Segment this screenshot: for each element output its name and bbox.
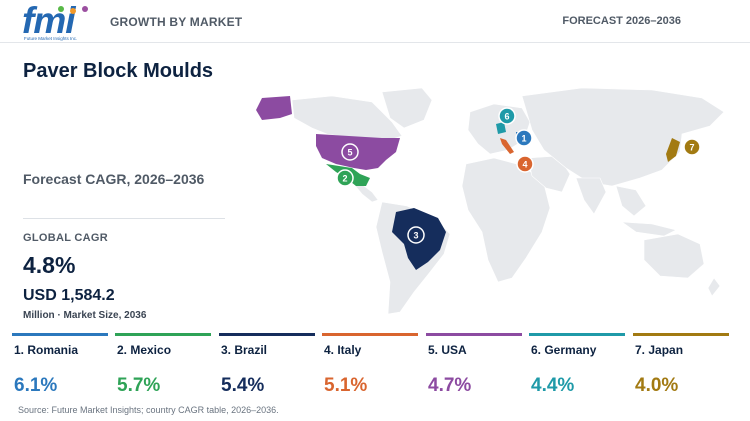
land-greenland [381,87,433,129]
country-card-usa[interactable]: 5. USA 4.7% [426,333,522,401]
land-india [575,177,607,215]
country-cagr: 6.1% [14,375,58,396]
country-name: 4. Italy [324,343,362,357]
country-card-romania[interactable]: 1. Romania 6.1% [12,333,108,401]
country-name: 7. Japan [635,343,684,357]
marker-italy[interactable]: 4 [516,155,534,173]
country-accent-bar [322,333,418,336]
country-accent-bar [219,333,315,336]
marker-mexico[interactable]: 2 [336,169,354,187]
source-note: Source: Future Market Insights; country … [18,405,279,415]
marker-germany[interactable]: 6 [498,107,516,125]
country-card-italy[interactable]: 4. Italy 5.1% [322,333,418,401]
country-card-brazil[interactable]: 3. Brazil 5.4% [219,333,315,401]
country-shape-italy [500,138,514,154]
land-southeast-asia [615,185,647,217]
country-cagr: 5.7% [117,375,161,396]
logo-dot-orange [70,8,76,14]
country-cagr: 4.4% [531,375,575,396]
country-shape-alaska [256,96,292,120]
marker-brazil[interactable]: 3 [407,226,425,244]
market-size-caption: Million · Market Size, 2036 [23,310,147,321]
svg-text:1: 1 [521,134,526,144]
land-new-zealand [707,277,721,297]
country-name: 1. Romania [14,343,79,357]
market-size-value: USD 1,584.2 [23,287,115,304]
country-cagr-strip: 1. Romania 6.1% 2. Mexico 5.7% 3. Brazil… [12,333,738,401]
world-map: 1 2 3 4 5 6 7 [256,87,725,315]
marker-romania[interactable]: 1 [515,129,533,147]
svg-text:4: 4 [522,160,527,170]
country-card-mexico[interactable]: 2. Mexico 5.7% [115,333,211,401]
marker-japan[interactable]: 7 [683,138,701,156]
country-accent-bar [115,333,211,336]
header-section-label: GROWTH BY MARKET [110,15,243,29]
country-shape-germany [496,122,506,134]
country-card-japan[interactable]: 7. Japan 4.0% [633,333,729,401]
country-name: 6. Germany [531,343,597,357]
land-asia [521,87,725,187]
global-cagr-value: 4.8% [23,252,76,278]
country-cagr: 5.1% [324,375,368,396]
country-name: 5. USA [428,343,467,357]
land-indonesia [620,221,677,237]
country-card-germany[interactable]: 6. Germany 4.4% [529,333,625,401]
fmi-logo[interactable]: fmi Future Market Insights Inc. [22,0,92,44]
svg-text:6: 6 [504,112,509,122]
logo-dot-purple [82,6,88,12]
logo-dot-green [58,6,64,12]
country-cagr: 5.4% [221,375,265,396]
country-name: 2. Mexico [117,343,172,357]
svg-text:5: 5 [347,148,352,158]
svg-text:2: 2 [342,174,347,184]
marker-usa[interactable]: 5 [341,143,359,161]
country-accent-bar [633,333,729,336]
country-cagr: 4.0% [635,375,679,396]
page-title: Paver Block Moulds [23,60,214,82]
country-accent-bar [529,333,625,336]
global-cagr-label: GLOBAL CAGR [23,232,108,244]
svg-text:3: 3 [413,231,418,241]
svg-text:7: 7 [689,143,694,153]
country-accent-bar [426,333,522,336]
header-forecast-label: FORECAST 2026–2036 [562,15,681,27]
divider [23,218,225,219]
country-cagr: 4.7% [428,375,472,396]
land-australia [643,233,705,279]
forecast-label: Forecast CAGR, 2026–2036 [23,171,205,187]
logo-wordmark: fmi [22,0,75,41]
country-name: 3. Brazil [221,343,268,357]
header: fmi Future Market Insights Inc. GROWTH B… [0,0,750,43]
country-accent-bar [12,333,108,336]
logo-tagline: Future Market Insights Inc. [24,36,78,41]
country-shape-japan [666,138,680,162]
